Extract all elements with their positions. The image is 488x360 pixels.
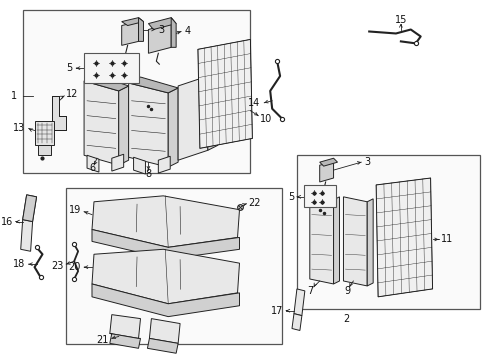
Polygon shape [84, 75, 128, 91]
Text: 20: 20 [69, 262, 81, 272]
Polygon shape [52, 96, 66, 130]
Text: 13: 13 [13, 122, 25, 132]
Polygon shape [22, 195, 37, 222]
Polygon shape [375, 178, 432, 297]
Polygon shape [35, 121, 54, 145]
Polygon shape [198, 39, 252, 148]
Polygon shape [148, 23, 171, 53]
Text: 22: 22 [248, 198, 261, 208]
Polygon shape [291, 314, 301, 330]
Polygon shape [110, 333, 140, 348]
Polygon shape [92, 284, 239, 317]
Polygon shape [22, 195, 37, 222]
Text: 3: 3 [158, 24, 164, 35]
Bar [66, 188, 282, 345]
Polygon shape [92, 196, 239, 247]
Polygon shape [133, 157, 145, 174]
Text: 18: 18 [13, 259, 25, 269]
Polygon shape [319, 158, 337, 166]
Polygon shape [110, 315, 140, 338]
Text: 10: 10 [260, 114, 272, 123]
Polygon shape [149, 319, 180, 343]
Polygon shape [119, 86, 128, 165]
Polygon shape [122, 22, 138, 45]
Text: 4: 4 [183, 27, 190, 36]
Bar [303, 185, 335, 207]
Text: 3: 3 [364, 157, 369, 167]
Bar [84, 53, 138, 83]
Text: 12: 12 [66, 89, 79, 99]
Polygon shape [128, 83, 168, 167]
Text: 7: 7 [307, 286, 313, 296]
Text: 15: 15 [394, 15, 406, 24]
Polygon shape [20, 220, 33, 251]
Polygon shape [168, 88, 178, 167]
Polygon shape [309, 195, 333, 284]
Polygon shape [138, 18, 143, 41]
Text: 21: 21 [96, 336, 109, 345]
Text: 16: 16 [0, 217, 13, 226]
Polygon shape [128, 77, 178, 93]
Polygon shape [148, 18, 176, 30]
Polygon shape [178, 76, 207, 160]
Polygon shape [171, 18, 176, 47]
Text: 17: 17 [270, 306, 283, 316]
Text: 19: 19 [69, 205, 81, 215]
Text: 14: 14 [247, 98, 260, 108]
Polygon shape [147, 338, 178, 353]
Text: 9: 9 [344, 286, 350, 296]
Polygon shape [112, 154, 123, 171]
Polygon shape [319, 162, 333, 182]
Polygon shape [122, 18, 143, 26]
Text: 1: 1 [11, 91, 17, 101]
Polygon shape [84, 81, 119, 165]
Text: 23: 23 [51, 261, 63, 271]
Polygon shape [38, 145, 51, 155]
Polygon shape [207, 71, 217, 150]
Polygon shape [366, 199, 372, 286]
Polygon shape [87, 155, 99, 172]
Polygon shape [333, 197, 339, 284]
Bar [22, 10, 250, 173]
Text: 2: 2 [343, 314, 349, 324]
Bar [296, 155, 479, 309]
Text: 5: 5 [66, 63, 72, 73]
Text: 11: 11 [440, 234, 452, 244]
Polygon shape [293, 289, 304, 316]
Text: 8: 8 [145, 169, 151, 179]
Polygon shape [92, 249, 239, 304]
Polygon shape [158, 156, 170, 173]
Polygon shape [92, 230, 239, 259]
Polygon shape [343, 197, 366, 286]
Text: 5: 5 [287, 192, 293, 202]
Text: 6: 6 [89, 163, 95, 173]
